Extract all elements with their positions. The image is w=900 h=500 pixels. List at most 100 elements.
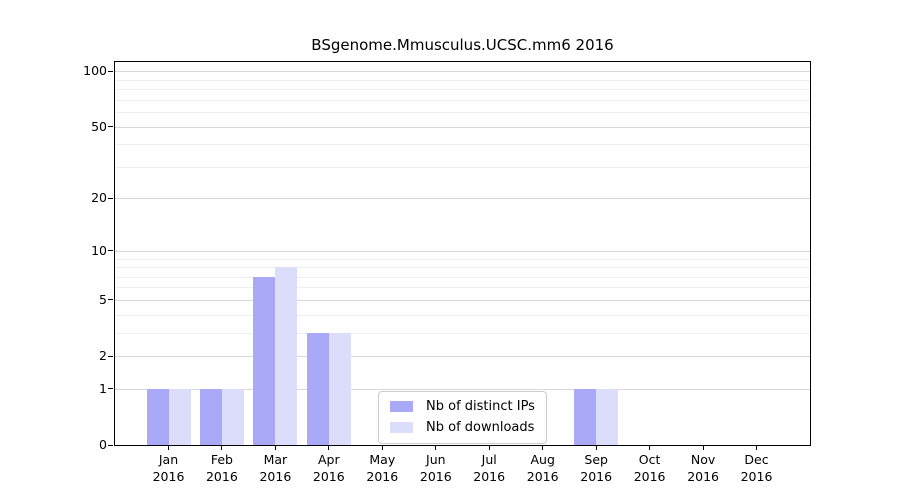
- major-gridline: [115, 71, 810, 73]
- x-tick-label: Sep 2016: [556, 451, 636, 485]
- y-tick: [108, 388, 113, 390]
- x-tick: [328, 446, 330, 450]
- y-tick-label: 10: [91, 242, 107, 258]
- x-tick-year: 2016: [740, 469, 773, 484]
- legend-swatch-downloads: [390, 422, 413, 433]
- x-tick-month: Oct: [638, 452, 661, 467]
- x-tick-year: 2016: [259, 469, 292, 484]
- y-tick-label: 100: [83, 63, 107, 79]
- x-tick-label: May 2016: [342, 451, 422, 485]
- legend-label-downloads: Nb of downloads: [426, 420, 535, 435]
- legend-swatch-distinct-ips: [390, 401, 413, 412]
- x-tick-year: 2016: [312, 469, 345, 484]
- minor-gridline: [115, 314, 810, 316]
- x-tick-month: May: [369, 452, 396, 467]
- x-tick-month: Sep: [584, 452, 608, 467]
- x-tick-year: 2016: [526, 469, 559, 484]
- bar-jan-distinct-ips: [146, 388, 169, 445]
- legend-item-downloads: Nb of downloads: [390, 420, 535, 435]
- minor-gridline: [115, 89, 810, 90]
- minor-gridline: [115, 79, 810, 81]
- x-tick: [168, 446, 169, 450]
- x-tick-label: Apr 2016: [289, 451, 369, 485]
- x-tick: [649, 446, 651, 450]
- legend-label-distinct-ips: Nb of distinct IPs: [426, 399, 535, 414]
- minor-gridline: [115, 267, 810, 268]
- x-tick: [488, 446, 490, 450]
- x-tick-label: Jun 2016: [396, 451, 476, 485]
- major-gridline: [115, 356, 810, 357]
- minor-gridline: [115, 287, 810, 289]
- bar-mar-distinct-ips: [253, 276, 276, 445]
- x-tick: [702, 446, 704, 450]
- major-gridline: [115, 388, 810, 390]
- x-tick-year: 2016: [687, 469, 719, 484]
- bar-jan-downloads: [168, 388, 191, 445]
- minor-gridline: [115, 276, 810, 278]
- x-tick: [274, 446, 276, 450]
- x-tick: [381, 446, 383, 450]
- y-tick: [108, 355, 113, 357]
- y-tick: [108, 197, 113, 199]
- x-tick-month: Jun: [426, 452, 446, 467]
- x-tick-year: 2016: [419, 469, 452, 484]
- y-tick: [108, 70, 113, 72]
- minor-gridline: [115, 111, 810, 113]
- x-tick-label: Jul 2016: [449, 451, 529, 485]
- y-tick-label: 5: [99, 291, 107, 307]
- minor-gridline: [115, 166, 810, 168]
- y-tick: [108, 250, 113, 252]
- x-tick: [756, 446, 757, 450]
- x-tick-label: Dec 2016: [717, 451, 797, 485]
- x-tick: [221, 446, 223, 450]
- x-tick-month: Jan: [158, 452, 179, 467]
- x-tick-month: Dec: [744, 452, 769, 467]
- x-tick: [435, 446, 437, 450]
- bar-sep-downloads: [596, 388, 619, 445]
- y-tick: [108, 299, 113, 301]
- x-tick: [595, 446, 597, 450]
- y-tick-label: 50: [91, 118, 107, 134]
- x-tick-label: Jan 2016: [129, 451, 209, 485]
- bar-feb-downloads: [221, 388, 244, 445]
- x-tick-month: Feb: [210, 452, 233, 467]
- x-tick-year: 2016: [366, 469, 399, 484]
- major-gridline: [115, 250, 810, 252]
- x-tick-label: Aug 2016: [503, 451, 583, 485]
- minor-gridline: [115, 144, 810, 146]
- x-tick-year: 2016: [633, 469, 666, 484]
- x-tick-month: Nov: [690, 452, 716, 467]
- minor-gridline: [115, 99, 810, 101]
- x-tick-label: Feb 2016: [182, 451, 262, 485]
- bar-feb-distinct-ips: [199, 388, 222, 445]
- y-tick-label: 0: [99, 437, 107, 452]
- x-tick-label: Nov 2016: [663, 451, 743, 485]
- bar-mar-downloads: [275, 267, 298, 445]
- major-gridline: [115, 299, 810, 301]
- x-tick-year: 2016: [152, 469, 185, 484]
- y-tick-label: 20: [91, 190, 107, 206]
- y-tick: [108, 126, 113, 127]
- x-tick-month: Mar: [263, 452, 288, 467]
- x-tick-month: Aug: [530, 452, 555, 467]
- y-tick: [108, 444, 113, 446]
- y-tick-label: 2: [99, 348, 107, 363]
- x-tick-year: 2016: [205, 469, 238, 484]
- plot-area: Nb of distinct IPs Nb of downloads: [114, 61, 811, 446]
- major-gridline: [115, 198, 810, 200]
- x-tick-month: Jul: [481, 452, 497, 467]
- legend-item-distinct-ips: Nb of distinct IPs: [390, 399, 535, 414]
- bar-sep-distinct-ips: [574, 388, 597, 445]
- x-tick-year: 2016: [580, 469, 613, 484]
- bar-apr-downloads: [328, 332, 351, 445]
- x-tick: [542, 446, 544, 450]
- x-tick-label: Mar 2016: [235, 451, 315, 485]
- x-tick-month: Apr: [317, 452, 340, 467]
- x-tick-label: Oct 2016: [610, 451, 690, 485]
- chart-title: BSgenome.Mmusculus.UCSC.mm6 2016: [311, 36, 614, 54]
- y-tick-label: 1: [99, 380, 107, 396]
- bar-apr-distinct-ips: [306, 332, 329, 445]
- minor-gridline: [115, 332, 810, 334]
- x-tick-year: 2016: [473, 469, 506, 484]
